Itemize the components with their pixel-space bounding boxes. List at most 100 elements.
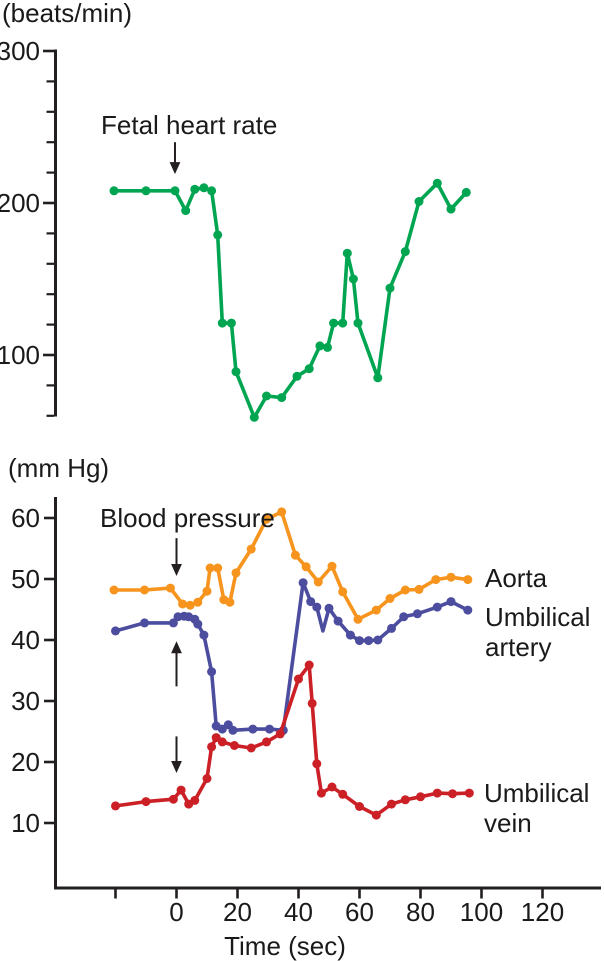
fetal-heart-rate-point bbox=[329, 318, 339, 328]
umbilical-artery-point bbox=[298, 578, 308, 588]
umbilical-artery-point bbox=[373, 635, 383, 645]
fetal-heart-rate-series bbox=[109, 178, 471, 422]
umbilical-artery-series bbox=[111, 578, 473, 735]
top-y-axis: 300 200 100 bbox=[0, 36, 57, 417]
aorta-point bbox=[202, 586, 212, 596]
umbilical-vein-point bbox=[432, 788, 442, 798]
bottom-y-tick-label: 20 bbox=[11, 747, 40, 777]
umbilical-vein-point bbox=[275, 729, 285, 739]
fetal-heart-rate-point bbox=[373, 373, 383, 383]
umbilical-artery-point bbox=[228, 725, 238, 735]
top-y-tick-label: 100 bbox=[0, 340, 40, 370]
umbilical-artery-point bbox=[140, 618, 149, 628]
aorta-point bbox=[262, 514, 271, 524]
umbilical-vein-point bbox=[190, 795, 200, 805]
umbilical-vein-point bbox=[387, 799, 396, 809]
umbilical-vein-point bbox=[400, 795, 410, 805]
fetal-heart-rate-point bbox=[199, 183, 209, 193]
umbilical-vein-point bbox=[207, 742, 217, 752]
umbilical-vein-point bbox=[312, 759, 322, 769]
fetal-heart-rate-point bbox=[342, 248, 352, 258]
fetal-heart-rate-point bbox=[432, 178, 442, 188]
top-y-tick-label: 300 bbox=[0, 36, 40, 66]
fetal-heart-rate-point bbox=[414, 197, 424, 206]
umbilical-artery-point bbox=[333, 616, 343, 626]
fetal-heart-rate-point bbox=[385, 283, 395, 293]
umbilical-vein-series bbox=[111, 660, 474, 820]
aorta-point bbox=[140, 585, 149, 595]
umbilical-artery-point bbox=[265, 724, 274, 734]
aorta-point bbox=[400, 585, 410, 595]
aorta-series bbox=[109, 507, 473, 624]
umbilical-vein-point bbox=[168, 794, 178, 804]
occlusion-arrow bbox=[171, 641, 182, 687]
fetal-heart-rate-point bbox=[109, 186, 119, 196]
x-tick-label: 20 bbox=[223, 897, 252, 927]
top-y-tick-label: 200 bbox=[0, 188, 40, 218]
umbilical-artery-point bbox=[399, 612, 409, 622]
umbilical-vein-line bbox=[113, 663, 472, 817]
fetal-heart-rate-point bbox=[315, 341, 325, 351]
aorta-point bbox=[414, 584, 424, 594]
fetal-heart-rate-point bbox=[190, 184, 200, 194]
aorta-point bbox=[463, 575, 473, 585]
umbilical-vein-point bbox=[355, 802, 364, 811]
x-tick-label: 120 bbox=[521, 897, 564, 927]
fetal-heart-rate-point bbox=[231, 367, 241, 377]
fetal-heart-rate-point bbox=[304, 364, 314, 374]
fetal-heart-rate-point bbox=[170, 186, 180, 196]
top-y-axis-unit: (beats/min) bbox=[2, 0, 133, 28]
aorta-point bbox=[290, 550, 300, 560]
umbilical-artery-point bbox=[111, 626, 120, 636]
umbilical-vein-point bbox=[202, 774, 212, 783]
aorta-point bbox=[371, 605, 381, 615]
aorta-point bbox=[385, 594, 395, 603]
umbilical-artery-point bbox=[168, 618, 178, 628]
bottom-y-tick-label: 50 bbox=[11, 564, 40, 594]
fetal-heart-rate-point bbox=[338, 318, 348, 328]
umbilical-vein-point bbox=[294, 674, 303, 684]
aorta-point bbox=[338, 587, 348, 597]
fetal-heart-rate-point bbox=[226, 318, 236, 328]
aorta-point bbox=[246, 544, 256, 554]
umbilical-artery-point bbox=[306, 597, 316, 607]
aorta-point bbox=[431, 575, 441, 585]
umbilical-artery-point bbox=[387, 623, 396, 633]
umbilical-artery-point bbox=[432, 602, 442, 612]
umbilical-vein-point bbox=[464, 788, 474, 798]
umbilical-artery-point bbox=[324, 603, 334, 613]
aorta-series-label: Aorta bbox=[485, 563, 548, 593]
fetal-heart-rate-point bbox=[446, 204, 456, 214]
bottom-y-tick-label: 10 bbox=[11, 808, 40, 838]
fetal-heart-rate-point bbox=[249, 412, 259, 422]
fetal-heart-rate-point bbox=[141, 186, 151, 196]
fetal-heart-rate-line bbox=[112, 181, 469, 420]
umbilical-artery-point bbox=[355, 636, 364, 646]
x-tick-label: 100 bbox=[460, 897, 503, 927]
bottom-y-axis-unit: (mm Hg) bbox=[8, 453, 110, 483]
umbilical-vein-point bbox=[262, 737, 271, 747]
umbilical-vein-point bbox=[316, 788, 326, 798]
umbilical-artery-point bbox=[412, 609, 422, 619]
umbilical-vein-point bbox=[304, 660, 314, 670]
aorta-point bbox=[225, 597, 235, 607]
umbilical-vein-point bbox=[217, 737, 227, 747]
aorta-point bbox=[185, 600, 195, 610]
umbilical-artery-point bbox=[345, 630, 355, 640]
umbilical-artery-line bbox=[113, 580, 470, 733]
arrow-head bbox=[171, 563, 182, 576]
bottom-y-tick-label: 30 bbox=[11, 686, 40, 716]
aorta-point bbox=[213, 563, 223, 573]
bottom-y-tick-label: 40 bbox=[11, 625, 40, 655]
umbilical-artery-point bbox=[207, 667, 217, 677]
occlusion-arrow bbox=[171, 736, 182, 773]
x-tick-label: 80 bbox=[406, 897, 435, 927]
fetal-heart-rate-point bbox=[217, 318, 227, 328]
x-tick-label: 60 bbox=[345, 897, 374, 927]
aorta-point bbox=[193, 597, 203, 607]
umbilical-artery-point bbox=[446, 597, 456, 607]
fetal-heart-rate-point bbox=[461, 187, 471, 197]
umbilical-artery-point bbox=[312, 602, 322, 612]
fetal-heart-rate-point bbox=[323, 342, 332, 352]
